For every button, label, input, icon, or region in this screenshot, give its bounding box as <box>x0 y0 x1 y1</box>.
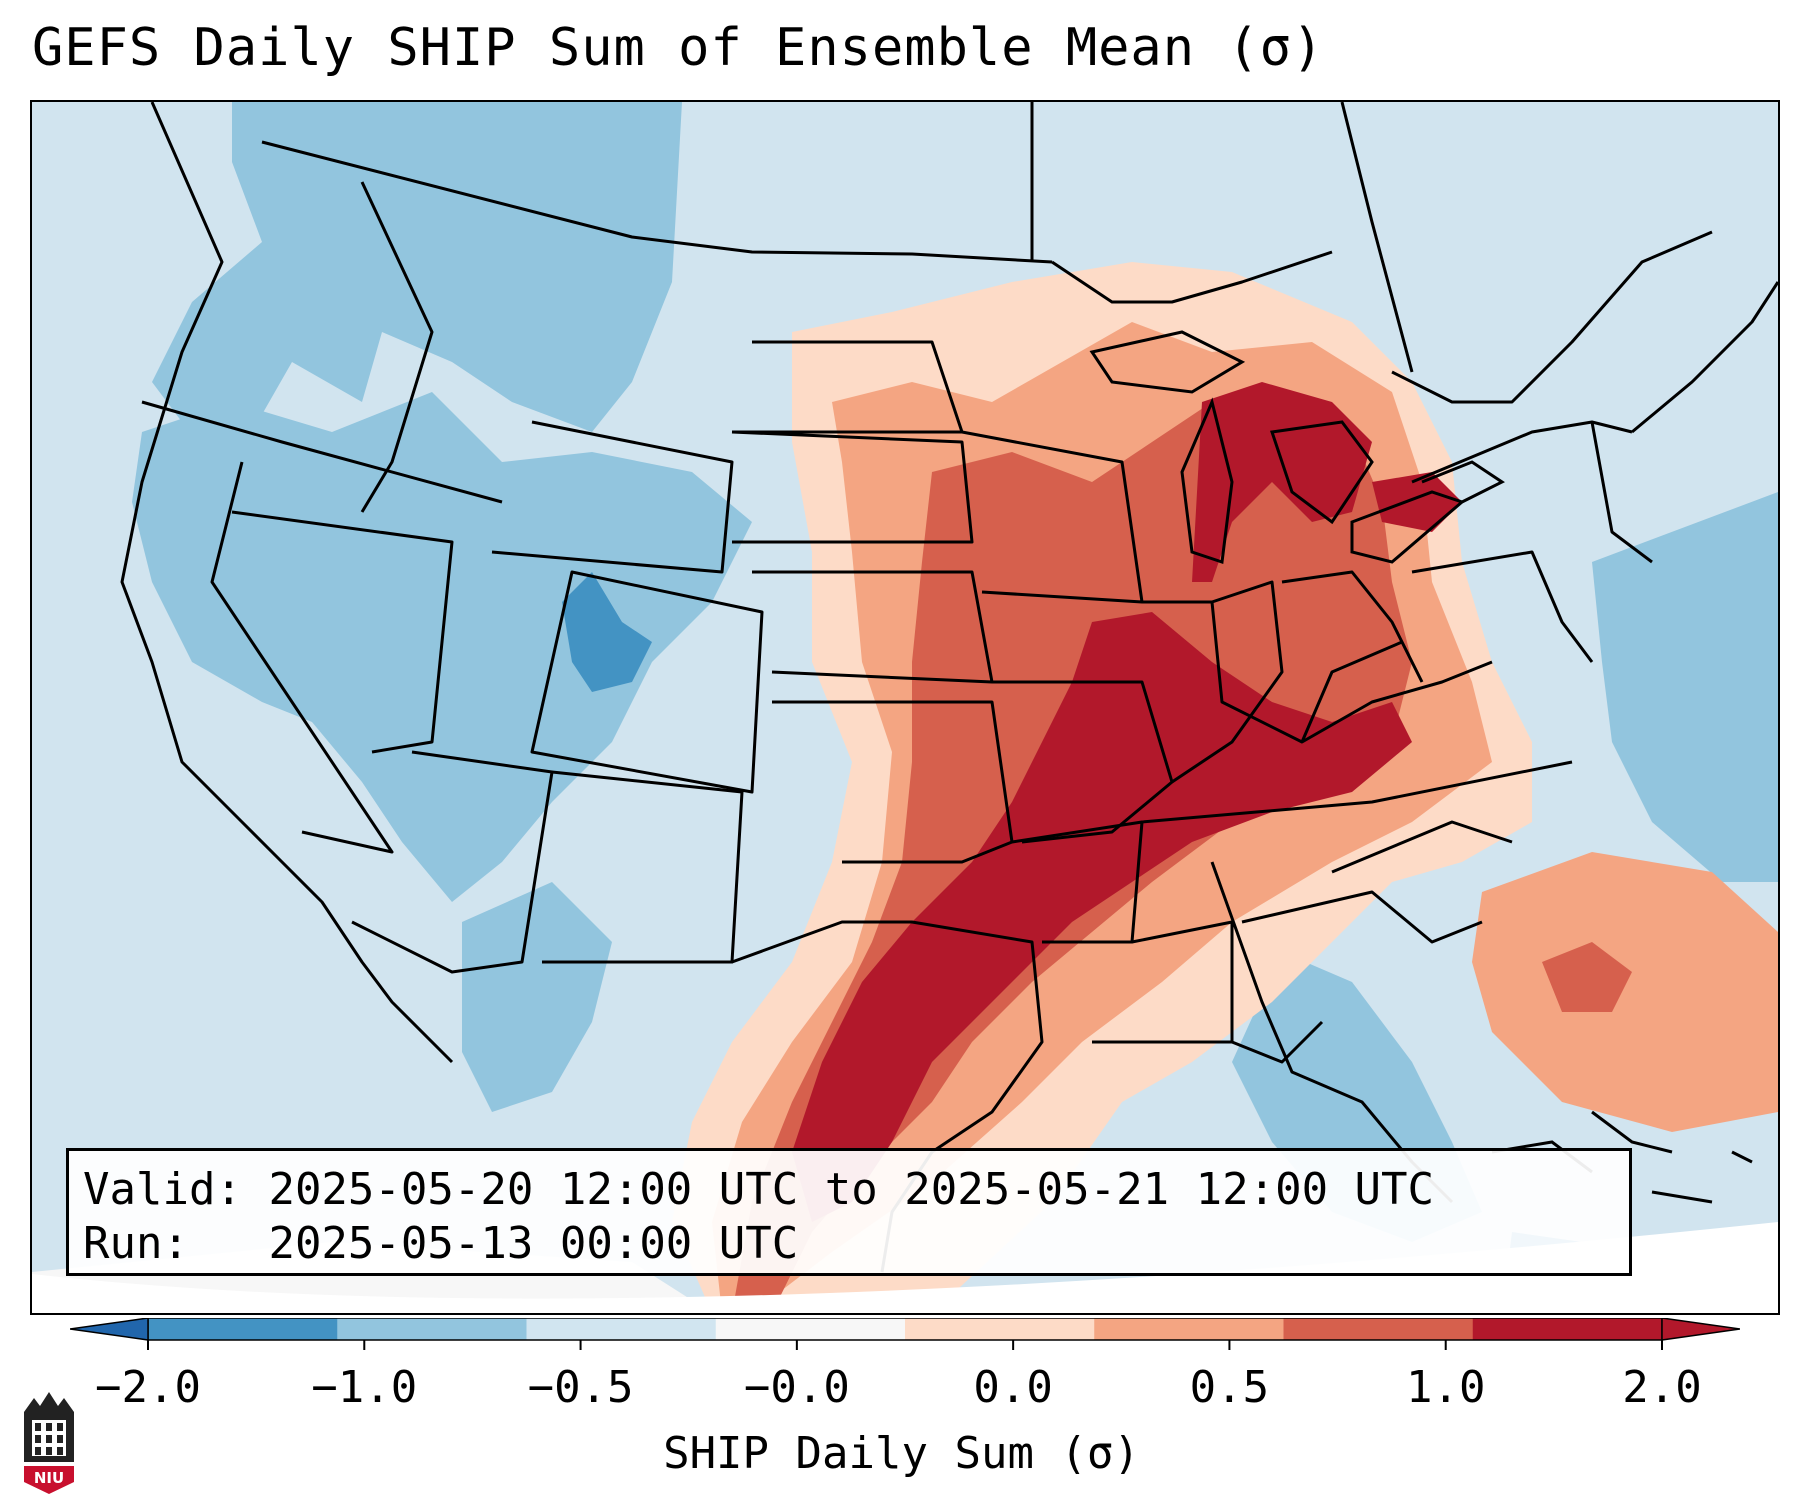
colorbar-segment <box>526 1318 717 1340</box>
colorbar-segment <box>905 1318 1095 1340</box>
run-value: 2025-05-13 00:00 UTC <box>268 1218 799 1269</box>
colorbar <box>70 1318 1740 1350</box>
colorbar-segment <box>715 1318 906 1340</box>
colorbar-segment <box>1472 1318 1663 1340</box>
positive-anomaly-regions <box>672 262 1778 1313</box>
colorbar-extend-low <box>70 1318 149 1341</box>
colorbar-label: SHIP Daily Sum (σ) <box>663 1428 1140 1479</box>
valid-value: 2025-05-20 12:00 UTC to 2025-05-21 12:00… <box>268 1164 1435 1215</box>
colorbar-segment <box>1283 1318 1474 1340</box>
colorbar-tick-label: −2.0 <box>95 1362 201 1413</box>
boundary-lines <box>120 102 1778 1273</box>
colorbar-tick-label: 1.0 <box>1405 1362 1486 1413</box>
colorbar-tick-label: 0.0 <box>973 1362 1053 1413</box>
colorbar-segment <box>337 1318 527 1340</box>
colorbar-segment <box>148 1318 338 1340</box>
colorbar-tick-label: −0.5 <box>527 1362 634 1413</box>
lake-outlines <box>1089 330 1505 565</box>
colorbar-tick-label: 2.0 <box>1622 1362 1702 1413</box>
valid-run-info-box: Valid: 2025-05-20 12:00 UTC to 2025-05-2… <box>66 1148 1632 1276</box>
colorbar-tick-label: 0.5 <box>1189 1362 1270 1413</box>
university-tower-icon: NIU <box>24 1392 74 1494</box>
map-title: GEFS Daily SHIP Sum of Ensemble Mean (σ) <box>32 18 1325 78</box>
colorbar-segment <box>1094 1318 1284 1340</box>
colorbar-tick-label: −0.0 <box>743 1362 850 1413</box>
colorbar-tick-label: −1.0 <box>311 1362 418 1413</box>
valid-label: Valid: <box>83 1164 242 1215</box>
colorbar-extend-high <box>1661 1318 1740 1341</box>
ship-map-canvas <box>32 102 1778 1313</box>
run-label: Run: <box>83 1218 189 1269</box>
map-panel <box>30 100 1780 1315</box>
logo-text: NIU <box>34 1469 64 1487</box>
